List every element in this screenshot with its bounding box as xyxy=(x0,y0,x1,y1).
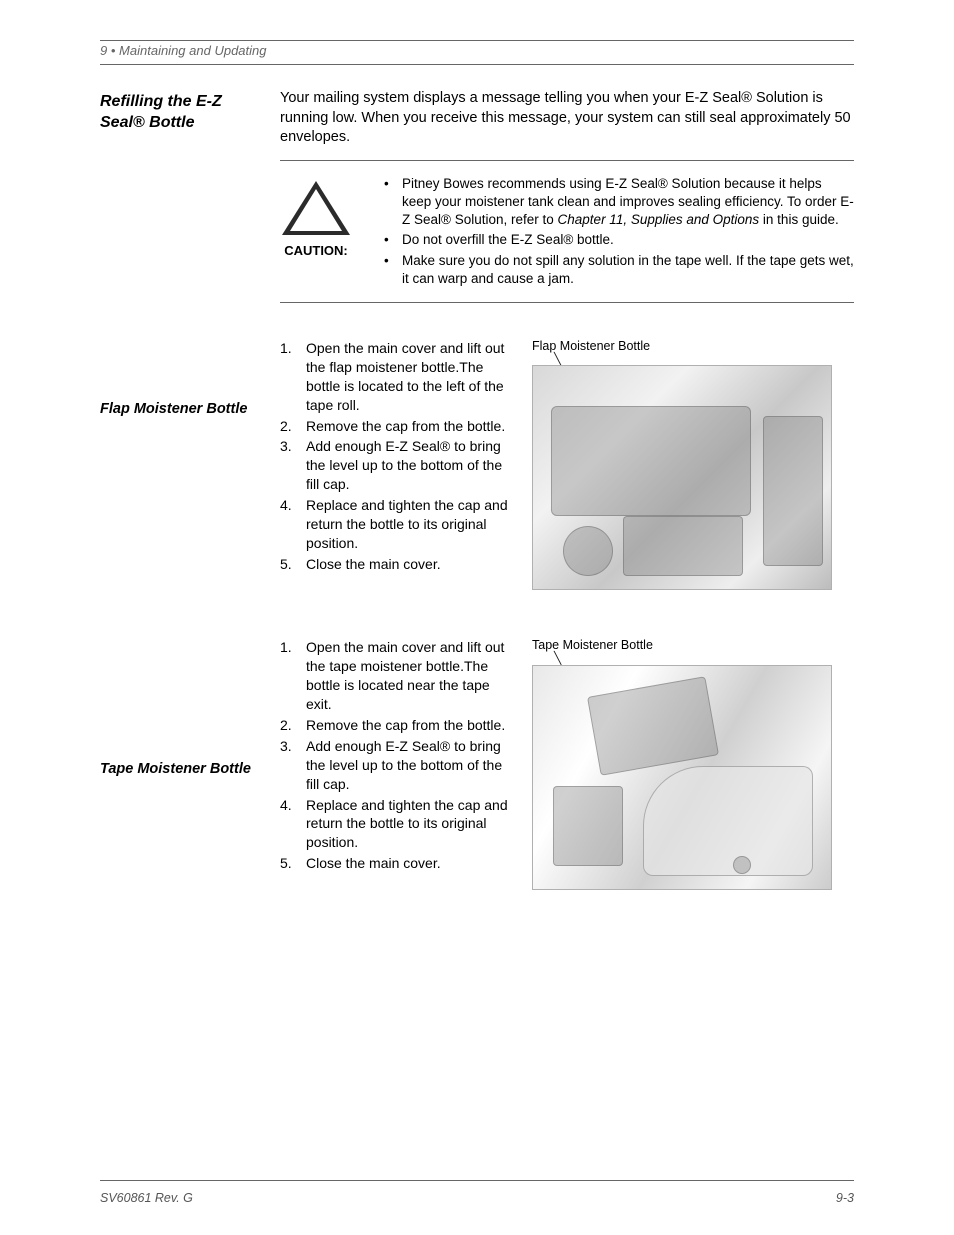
list-item: Remove the cap from the bottle. xyxy=(280,417,510,436)
list-item: Close the main cover. xyxy=(280,854,510,873)
list-item: Add enough E-Z Seal® to bring the level … xyxy=(280,437,510,494)
flap-figure-caption: Flap Moistener Bottle xyxy=(532,339,854,353)
caution-label: CAUTION: xyxy=(284,243,348,258)
list-item: Replace and tighten the cap and return t… xyxy=(280,796,510,853)
caution-triangle-icon xyxy=(280,179,352,239)
page-footer: SV60861 Rev. G 9-3 xyxy=(100,1191,854,1205)
footer-right: 9-3 xyxy=(836,1191,854,1205)
pointer-line: ╲ xyxy=(554,654,854,662)
chapter-sep: • xyxy=(111,43,116,58)
header-top-rule xyxy=(100,40,854,41)
divider-top xyxy=(280,160,854,161)
list-item: Replace and tighten the cap and return t… xyxy=(280,496,510,553)
flap-block: Flap Moistener Bottle Open the main cove… xyxy=(280,339,854,590)
header-chapter-num: 9 • Maintaining and Updating xyxy=(100,43,266,58)
section-title: Refilling the E-Z Seal® Bottle xyxy=(100,92,260,134)
tape-figure-caption: Tape Moistener Bottle xyxy=(532,638,854,652)
list-item: Close the main cover. xyxy=(280,555,510,574)
footer-left: SV60861 Rev. G xyxy=(100,1191,193,1205)
caution-ref: Chapter 11, Supplies and Options xyxy=(558,212,760,227)
caution-item: Make sure you do not spill any solution … xyxy=(374,252,854,288)
list-item: Open the main cover and lift out the tap… xyxy=(280,638,510,714)
intro-paragraph: Your mailing system displays a message t… xyxy=(280,89,854,148)
tape-figure: Tape Moistener Bottle ╲ xyxy=(532,638,854,889)
tape-block: Tape Moistener Bottle Open the main cove… xyxy=(280,638,854,889)
footer-rule xyxy=(100,1180,854,1181)
caution-item: Do not overfill the E-Z Seal® bottle. xyxy=(374,231,854,249)
pointer-line: ╲ xyxy=(554,355,854,363)
list-item: Add enough E-Z Seal® to bring the level … xyxy=(280,737,510,794)
flap-figure: Flap Moistener Bottle ╲ xyxy=(532,339,854,590)
flap-steps: Open the main cover and lift out the fla… xyxy=(280,339,510,590)
tape-title: Tape Moistener Bottle xyxy=(100,760,270,779)
list-item: Open the main cover and lift out the fla… xyxy=(280,339,510,415)
tape-figure-image xyxy=(532,665,832,890)
caution-text-post: in this guide. xyxy=(759,212,839,227)
page-header: 9 • Maintaining and Updating xyxy=(100,43,854,65)
caution-text: Make sure you do not spill any solution … xyxy=(402,253,854,286)
chapter-title: Maintaining and Updating xyxy=(119,43,266,58)
tape-steps: Open the main cover and lift out the tap… xyxy=(280,638,510,889)
flap-figure-image xyxy=(532,365,832,590)
caution-item: Pitney Bowes recommends using E-Z Seal® … xyxy=(374,175,854,230)
chapter-number: 9 xyxy=(100,43,107,58)
list-item: Remove the cap from the bottle. xyxy=(280,716,510,735)
caution-icon-wrap: CAUTION: xyxy=(280,175,352,290)
flap-title: Flap Moistener Bottle xyxy=(100,400,270,419)
caution-text: Do not overfill the E-Z Seal® bottle. xyxy=(402,232,614,247)
caution-list: Pitney Bowes recommends using E-Z Seal® … xyxy=(374,175,854,290)
divider-bottom xyxy=(280,302,854,303)
caution-block: CAUTION: Pitney Bowes recommends using E… xyxy=(280,175,854,290)
